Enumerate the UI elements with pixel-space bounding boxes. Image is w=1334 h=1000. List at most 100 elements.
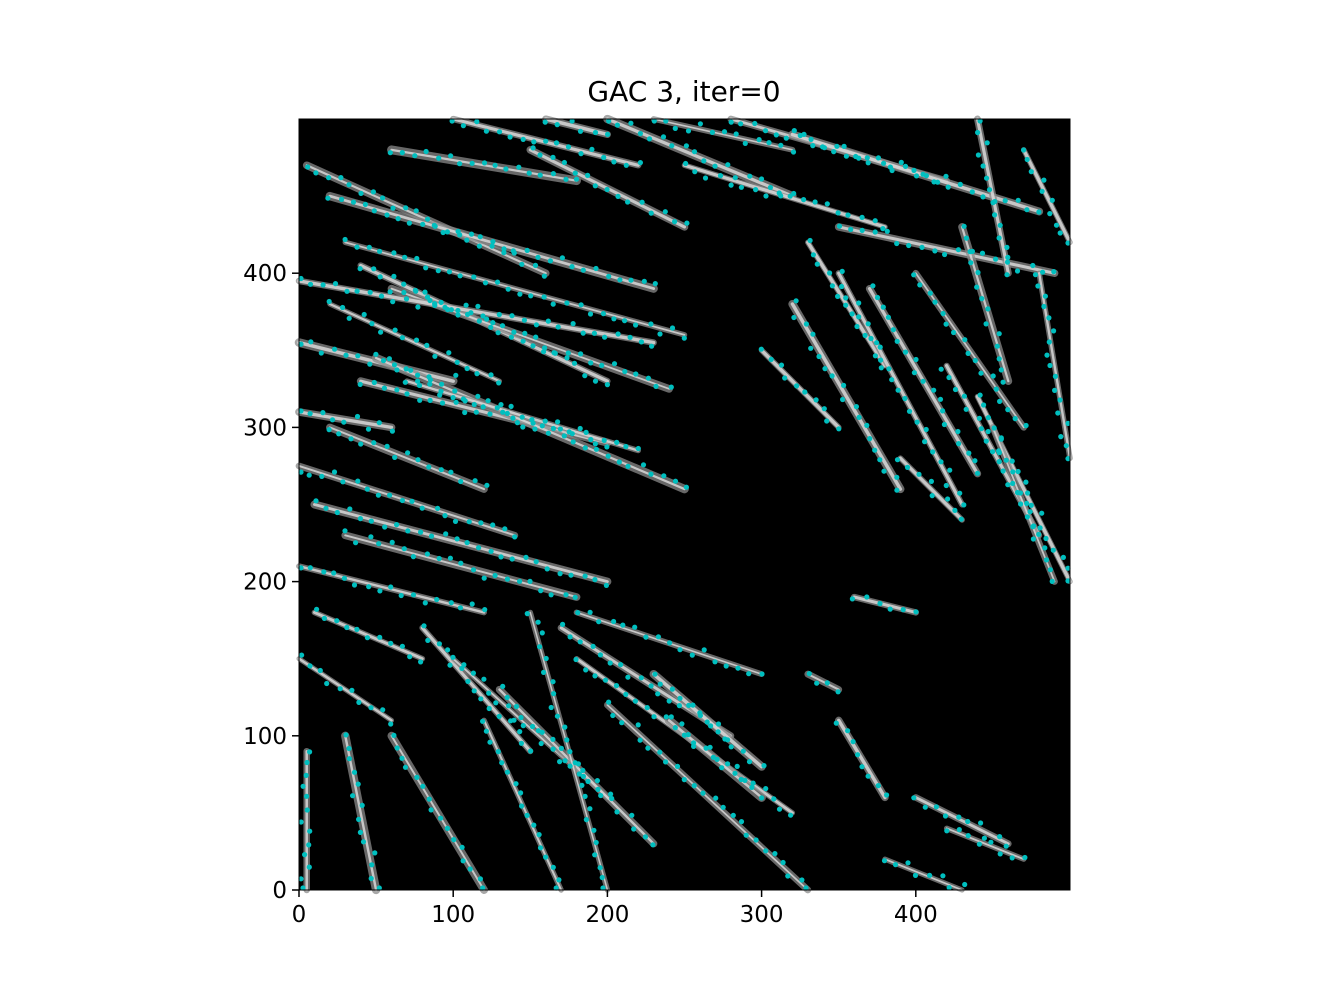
contour-point xyxy=(968,260,974,266)
contour-point xyxy=(577,128,584,134)
contour-point xyxy=(550,864,556,870)
contour-point xyxy=(589,146,595,152)
contour-point xyxy=(307,565,313,571)
contour-point xyxy=(556,877,562,883)
contour-point xyxy=(639,199,645,205)
contour-point xyxy=(542,345,548,351)
contour-point xyxy=(420,221,426,227)
contour-point xyxy=(454,359,460,365)
x-tick-label: 400 xyxy=(894,902,938,928)
contour-point xyxy=(591,330,598,336)
contour-point xyxy=(423,148,429,155)
contour-point xyxy=(961,393,968,399)
contour-point xyxy=(679,721,685,727)
fiber-core xyxy=(606,704,809,891)
fiber-core xyxy=(297,410,394,430)
contour-point xyxy=(763,786,769,792)
contour-point xyxy=(530,145,536,151)
contour-point xyxy=(1042,545,1048,551)
contour-point xyxy=(904,464,911,470)
contour-point xyxy=(1017,490,1024,496)
contour-point xyxy=(597,865,603,871)
contour-point xyxy=(629,812,635,818)
contour-points xyxy=(298,118,1071,891)
contour-point xyxy=(681,777,687,783)
contour-point xyxy=(1041,303,1047,310)
contour-point xyxy=(432,302,438,308)
contour-point xyxy=(814,680,820,686)
contour-point xyxy=(580,330,586,336)
contour-point xyxy=(1049,197,1055,203)
contour-point xyxy=(594,778,601,784)
contour-point xyxy=(591,827,597,833)
contour-point xyxy=(776,806,783,812)
fiber-core xyxy=(297,657,393,722)
contour-point xyxy=(442,513,448,519)
contour-point xyxy=(841,143,847,149)
contour-point xyxy=(976,415,983,421)
fiber-core xyxy=(344,534,578,599)
contour-point xyxy=(313,498,319,504)
contour-point xyxy=(655,634,662,640)
contour-point xyxy=(557,426,564,432)
contour-point xyxy=(516,164,522,170)
contour-point xyxy=(791,314,797,321)
contour-point xyxy=(854,323,860,330)
contour-point xyxy=(380,195,386,201)
contour-point xyxy=(856,414,862,420)
contour-point xyxy=(451,837,457,843)
contour-point xyxy=(628,277,634,283)
contour-point xyxy=(455,312,461,318)
contour-point xyxy=(557,759,563,765)
fiber-core xyxy=(914,796,1010,846)
contour-point xyxy=(380,358,387,364)
contour-point xyxy=(361,311,367,318)
contour-point xyxy=(401,546,407,552)
contour-point xyxy=(307,411,313,417)
contour-point xyxy=(923,426,929,433)
fiber-core xyxy=(945,827,1025,861)
contour-point xyxy=(814,261,820,267)
contour-point xyxy=(902,395,908,402)
contour-point xyxy=(519,414,525,420)
contour-point xyxy=(824,680,830,686)
contour-point xyxy=(521,317,528,323)
contour-point xyxy=(996,459,1002,465)
contour-point xyxy=(911,167,917,173)
contour-point xyxy=(701,647,707,653)
contour-point xyxy=(913,173,920,179)
contour-point xyxy=(490,522,496,528)
contour-point xyxy=(359,802,365,809)
contour-point xyxy=(488,324,494,330)
contour-point xyxy=(436,155,442,161)
contour-point xyxy=(742,777,748,784)
contour-point xyxy=(585,172,591,178)
contour-point xyxy=(519,261,525,267)
contour-point xyxy=(978,370,984,376)
contour-point xyxy=(646,136,653,142)
contour-point xyxy=(542,418,548,424)
contour-point xyxy=(738,819,745,825)
contour-point xyxy=(955,428,961,435)
contour-point xyxy=(384,212,390,218)
contour-point xyxy=(413,208,419,214)
contour-point xyxy=(689,652,695,658)
contour-point xyxy=(704,719,710,725)
contour-point xyxy=(1028,169,1034,175)
contour-point xyxy=(533,559,539,565)
contour-point xyxy=(611,316,617,322)
contour-point xyxy=(1036,531,1042,537)
fiber-core xyxy=(328,426,486,491)
contour-point xyxy=(808,345,814,351)
contour-point xyxy=(648,683,654,689)
contour-point xyxy=(940,408,946,414)
contour-point xyxy=(413,288,419,294)
contour-point xyxy=(683,143,690,149)
contour-point xyxy=(480,885,486,891)
contour-point xyxy=(722,736,728,742)
contour-point xyxy=(984,175,990,181)
contour-point xyxy=(355,781,361,787)
contour-point xyxy=(776,190,782,196)
contour-point xyxy=(577,639,583,645)
contour-point xyxy=(829,283,836,289)
